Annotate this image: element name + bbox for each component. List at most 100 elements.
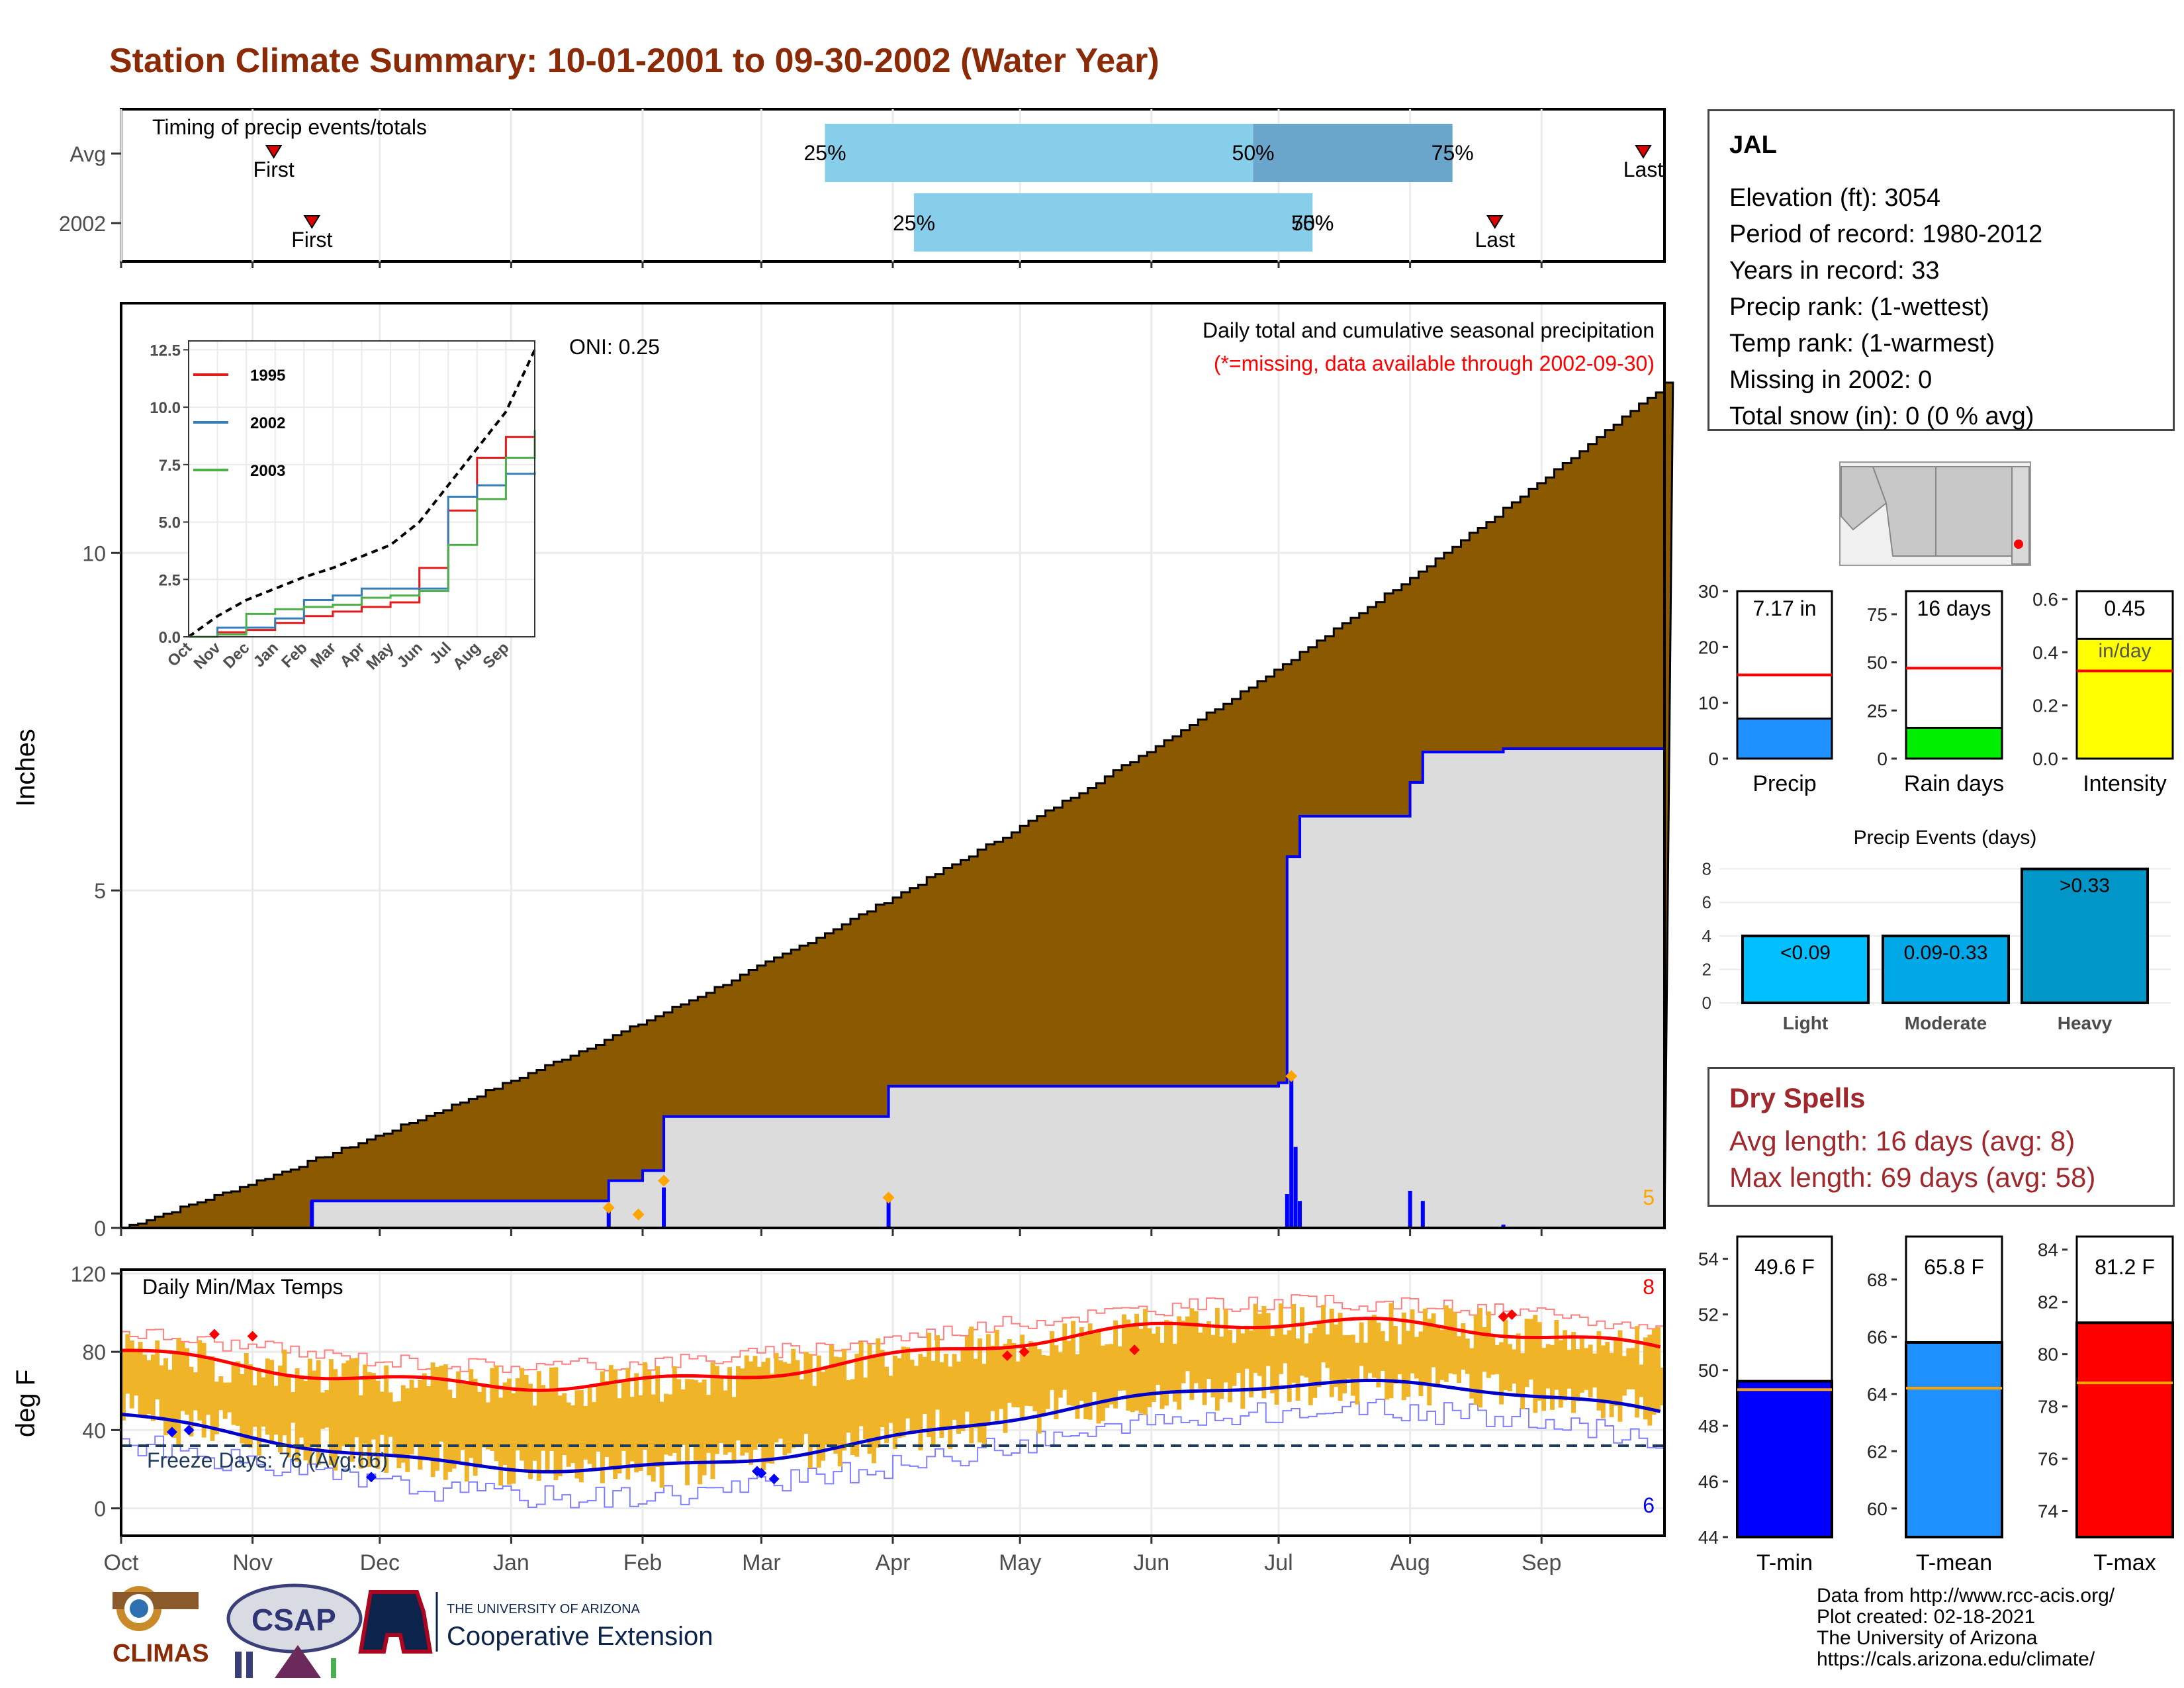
daily-temp-range-bar bbox=[698, 1382, 703, 1485]
daily-temp-range-bar bbox=[1011, 1343, 1017, 1407]
y2002-p25-label: 25% bbox=[893, 211, 935, 235]
daily-temp-range-bar bbox=[1096, 1331, 1101, 1424]
climas-logo: CLIMAS bbox=[113, 1586, 209, 1667]
daily-temp-range-bar bbox=[706, 1395, 711, 1453]
daily-temp-range-bar bbox=[371, 1373, 376, 1440]
daily-temp-range-bar bbox=[719, 1376, 724, 1443]
university-of-arizona-logo: THE UNIVERSITY OF ARIZONA Cooperative Ex… bbox=[358, 1590, 713, 1654]
daily-temp-range-bar bbox=[871, 1356, 876, 1464]
daily-temp-range-bar bbox=[752, 1356, 758, 1450]
daily-temp-range-bar bbox=[163, 1358, 168, 1436]
month-label: Jun bbox=[1133, 1550, 1169, 1575]
daily-temp-range-bar bbox=[341, 1363, 347, 1446]
daily-temp-range-bar bbox=[1198, 1333, 1203, 1389]
daily-temp-range-bar bbox=[150, 1354, 156, 1421]
daily-temp-range-bar bbox=[685, 1379, 690, 1485]
daily-temp-range-bar bbox=[422, 1373, 427, 1460]
daily-temp-range-bar bbox=[1643, 1337, 1648, 1420]
avg-p25-label: 25% bbox=[803, 141, 846, 165]
daily-temp-range-bar bbox=[1482, 1327, 1487, 1372]
daily-temp-range-bar bbox=[414, 1387, 418, 1446]
daily-temp-range-bar bbox=[1100, 1345, 1105, 1421]
daily-temp-range-bar bbox=[1452, 1312, 1457, 1375]
daily-temp-range-bar bbox=[782, 1362, 788, 1456]
daily-temp-range-bar bbox=[222, 1382, 228, 1419]
daily-temp-range-bar bbox=[1202, 1324, 1207, 1405]
avg-p50-label: 50% bbox=[1232, 141, 1275, 165]
daily-temp-range-bar bbox=[778, 1360, 783, 1439]
daily-temp-range-bar bbox=[1630, 1348, 1635, 1389]
daily-precip-bar bbox=[1420, 1201, 1425, 1228]
daily-temp-range-bar bbox=[672, 1366, 677, 1453]
precip-events-tick-label: 4 bbox=[1702, 926, 1711, 946]
daily-temp-range-bar bbox=[795, 1360, 800, 1448]
precip-caption: Daily total and cumulative seasonal prec… bbox=[1203, 318, 1655, 342]
daily-temp-range-bar bbox=[1554, 1320, 1559, 1390]
mini-bar-tick-label: 0.4 bbox=[2032, 642, 2058, 663]
station-precip-rank: Precip rank: (1-wettest) bbox=[1729, 293, 1989, 321]
precip-corner-count: 5 bbox=[1643, 1186, 1655, 1209]
daily-temp-range-bar bbox=[1541, 1348, 1547, 1411]
temp-bar-tick-label: 48 bbox=[1698, 1416, 1719, 1436]
daily-temp-range-bar bbox=[1054, 1345, 1059, 1420]
daily-precip-bar bbox=[606, 1207, 611, 1228]
credit-line: Data from http://www.rcc-acis.org/ bbox=[1817, 1585, 2115, 1607]
daily-temp-range-bar bbox=[985, 1334, 991, 1426]
daily-temp-range-bar bbox=[375, 1380, 381, 1469]
logos: CLIMAS CSAP THE UNIVERSITY OF ARIZONA Co… bbox=[113, 1583, 713, 1678]
daily-temp-range-bar bbox=[269, 1360, 275, 1443]
climas-text: CLIMAS bbox=[113, 1640, 209, 1667]
mini-bar-tick-label: 25 bbox=[1867, 700, 1888, 721]
daily-temp-range-bar bbox=[303, 1380, 308, 1461]
daily-temp-range-bar bbox=[549, 1367, 554, 1451]
mini-bar-tick-label: 0.0 bbox=[2032, 749, 2058, 769]
daily-temp-range-bar bbox=[206, 1360, 211, 1415]
daily-temp-range-bar bbox=[469, 1369, 474, 1458]
daily-temp-range-bar bbox=[1579, 1336, 1584, 1393]
daily-temp-range-bar bbox=[727, 1367, 733, 1452]
daily-temp-range-bar bbox=[1486, 1311, 1491, 1378]
daily-temp-range-bar bbox=[1431, 1313, 1436, 1368]
daily-temp-range-bar bbox=[553, 1367, 559, 1480]
temp-bar-tick-label: 74 bbox=[2038, 1501, 2058, 1522]
temp-bar-tick-label: 54 bbox=[1698, 1249, 1719, 1270]
daily-temp-range-bar bbox=[129, 1340, 134, 1409]
daily-temp-range-bar bbox=[596, 1383, 601, 1452]
month-label: Jan bbox=[493, 1550, 529, 1575]
daily-temp-range-bar bbox=[1109, 1344, 1114, 1405]
daily-temp-range-bar bbox=[621, 1381, 626, 1451]
daily-temp-range-bar bbox=[210, 1356, 215, 1441]
daily-temp-range-bar bbox=[893, 1355, 897, 1449]
temp-bar-tick-label: 80 bbox=[2038, 1344, 2058, 1365]
mini-bar-value bbox=[1736, 718, 1833, 760]
daily-temp-range-bar bbox=[1121, 1314, 1126, 1391]
daily-temp-range-bar bbox=[1401, 1312, 1406, 1401]
daily-temp-range-bar bbox=[914, 1366, 919, 1432]
avg-p75-label: 75% bbox=[1432, 141, 1474, 165]
daily-temp-range-bar bbox=[1414, 1336, 1419, 1379]
daily-temp-range-bar bbox=[749, 1361, 754, 1465]
precip-events-tick-label: 2 bbox=[1702, 959, 1711, 979]
daily-temp-range-bar bbox=[888, 1376, 893, 1423]
daily-temp-range-bar bbox=[1240, 1333, 1246, 1409]
daily-temp-range-bar bbox=[1558, 1340, 1563, 1408]
daily-temp-range-bar bbox=[430, 1362, 435, 1477]
csap-text: CSAP bbox=[251, 1603, 336, 1637]
mini-bar-name: Precip bbox=[1752, 771, 1816, 796]
daily-temp-range-bar bbox=[651, 1394, 656, 1482]
inset-legend-label: 2002 bbox=[250, 414, 285, 432]
daily-temp-range-bar bbox=[1385, 1341, 1390, 1400]
daily-temp-range-bar bbox=[1592, 1353, 1597, 1388]
y2002-25-50-bar bbox=[914, 193, 1313, 252]
daily-temp-range-bar bbox=[1507, 1344, 1512, 1391]
mini-bar-value-label: 16 days bbox=[1917, 596, 1991, 620]
daily-temp-range-bar bbox=[1588, 1344, 1593, 1398]
daily-temp-range-bar bbox=[477, 1391, 482, 1466]
record-high-marker bbox=[208, 1329, 220, 1340]
daily-temp-range-bar bbox=[520, 1368, 525, 1461]
daily-temp-range-bar bbox=[1338, 1313, 1343, 1401]
daily-temp-range-bar bbox=[363, 1364, 368, 1444]
daily-precip-bar bbox=[886, 1197, 891, 1228]
daily-temp-range-bar bbox=[447, 1389, 453, 1472]
mini-bar-value bbox=[1905, 726, 2003, 760]
